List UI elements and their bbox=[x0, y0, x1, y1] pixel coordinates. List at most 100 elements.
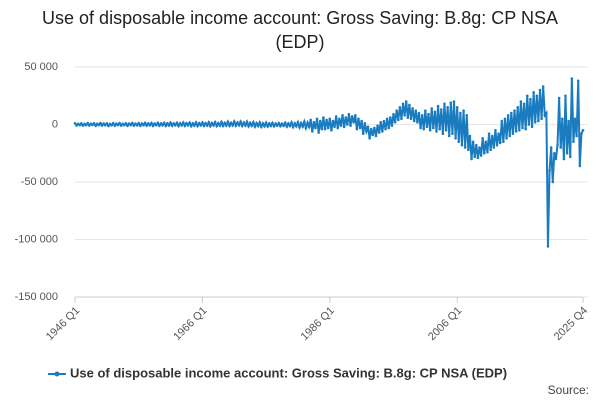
data-point bbox=[473, 155, 477, 158]
data-point bbox=[135, 124, 139, 127]
data-point bbox=[150, 121, 153, 125]
data-point bbox=[425, 125, 429, 129]
data-point bbox=[186, 124, 190, 127]
data-point bbox=[309, 118, 312, 122]
data-point bbox=[339, 124, 343, 127]
data-point bbox=[295, 124, 298, 128]
data-point bbox=[331, 119, 335, 123]
data-point bbox=[444, 128, 448, 132]
data-point bbox=[389, 116, 392, 119]
data-point bbox=[326, 126, 330, 130]
data-point bbox=[565, 151, 569, 155]
data-point bbox=[218, 124, 222, 127]
data-point bbox=[301, 125, 305, 128]
data-point bbox=[438, 127, 441, 131]
data-point bbox=[447, 134, 451, 138]
data-point bbox=[291, 125, 295, 129]
data-point bbox=[269, 124, 273, 128]
data-point bbox=[88, 124, 91, 127]
data-point bbox=[508, 134, 512, 138]
data-point bbox=[148, 124, 152, 127]
data-point bbox=[567, 119, 570, 123]
data-point bbox=[416, 120, 419, 124]
data-point bbox=[432, 126, 435, 130]
data-point bbox=[540, 117, 543, 121]
data-point bbox=[346, 123, 349, 126]
data-point bbox=[129, 123, 133, 127]
data-point bbox=[381, 130, 384, 133]
data-point bbox=[318, 119, 322, 123]
data-point bbox=[581, 128, 585, 132]
y-tick-label: 0 bbox=[52, 118, 58, 130]
data-point bbox=[352, 120, 355, 124]
data-point bbox=[503, 117, 507, 121]
data-point bbox=[118, 121, 121, 125]
data-point bbox=[498, 141, 502, 145]
data-point bbox=[518, 128, 521, 132]
data-point bbox=[242, 121, 246, 124]
data-point bbox=[156, 121, 160, 125]
data-point bbox=[357, 117, 360, 121]
data-point bbox=[443, 102, 446, 106]
legend-label: Use of disposable income account: Gross … bbox=[70, 365, 507, 380]
data-point bbox=[398, 105, 402, 109]
data-point bbox=[215, 124, 219, 128]
data-point bbox=[237, 124, 241, 127]
data-point bbox=[392, 112, 395, 116]
data-point bbox=[463, 146, 467, 149]
data-point bbox=[290, 121, 293, 124]
data-point bbox=[487, 132, 491, 135]
data-point bbox=[231, 124, 234, 127]
data-point bbox=[341, 114, 344, 117]
data-point bbox=[441, 132, 445, 135]
data-point bbox=[279, 124, 282, 128]
data-point bbox=[519, 100, 523, 103]
data-point bbox=[164, 124, 168, 128]
data-point bbox=[462, 109, 465, 112]
data-point bbox=[199, 124, 203, 127]
data-point bbox=[365, 130, 368, 133]
x-tick-label: 2006 Q1 bbox=[426, 305, 464, 343]
data-point bbox=[500, 119, 504, 123]
data-point bbox=[123, 123, 126, 127]
data-point bbox=[521, 126, 524, 130]
data-point bbox=[420, 114, 424, 117]
data-point bbox=[247, 124, 250, 128]
data-point bbox=[151, 124, 155, 128]
data-point bbox=[484, 140, 488, 144]
data-point bbox=[406, 116, 410, 119]
data-point bbox=[245, 120, 249, 124]
data-point bbox=[562, 157, 566, 161]
data-point bbox=[382, 119, 386, 123]
data-point bbox=[138, 124, 142, 128]
data-point bbox=[455, 105, 459, 109]
data-point bbox=[538, 88, 542, 92]
data-point bbox=[549, 146, 553, 149]
data-point bbox=[174, 124, 177, 127]
data-point bbox=[274, 122, 277, 125]
data-point bbox=[355, 127, 359, 131]
data-point bbox=[525, 94, 529, 98]
data-point bbox=[217, 121, 220, 125]
data-point bbox=[260, 125, 263, 129]
data-point bbox=[212, 124, 215, 127]
data-point bbox=[142, 123, 145, 127]
data-point bbox=[86, 121, 90, 125]
series-line bbox=[74, 78, 584, 247]
data-point bbox=[530, 125, 534, 129]
data-point bbox=[457, 140, 461, 144]
data-point bbox=[103, 123, 107, 127]
x-tick-label: 1986 Q1 bbox=[299, 305, 337, 343]
data-point bbox=[439, 108, 443, 111]
data-point bbox=[403, 114, 406, 117]
data-point bbox=[560, 117, 564, 121]
data-point bbox=[424, 109, 427, 112]
y-tick-label: -150 000 bbox=[15, 291, 58, 303]
data-point bbox=[409, 117, 413, 121]
data-point bbox=[373, 126, 376, 130]
data-point bbox=[368, 137, 371, 140]
data-point bbox=[377, 131, 381, 134]
data-point bbox=[188, 121, 191, 124]
data-point bbox=[240, 124, 244, 128]
data-point bbox=[280, 122, 284, 125]
